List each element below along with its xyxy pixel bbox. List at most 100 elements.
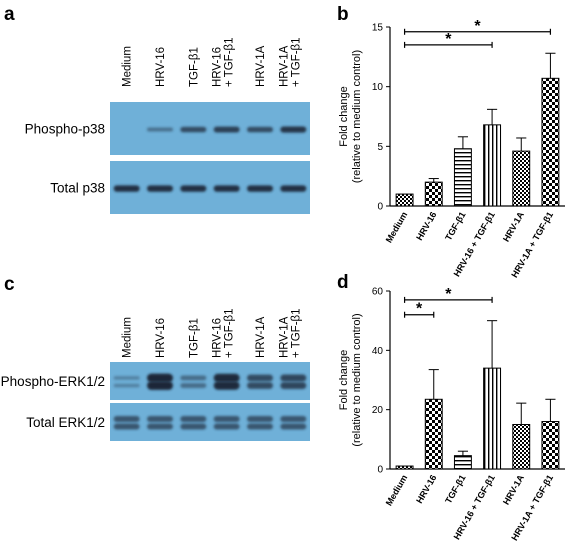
significance-star: * <box>416 301 423 318</box>
bar <box>395 193 414 207</box>
blot-row-label: Phospho-p38 <box>25 122 105 137</box>
panel-label-a: a <box>4 4 15 25</box>
blot-membrane <box>110 362 310 400</box>
significance-star: * <box>474 18 481 35</box>
lane-label-line: + TGF-β1 <box>290 37 302 87</box>
lane-label: HRV-16+ TGF-β1 <box>212 37 236 87</box>
blot-band <box>247 415 273 422</box>
lane-label-line: + TGF-β1 <box>290 308 302 358</box>
panel-label-b: b <box>337 4 349 25</box>
lane-label-line: HRV-16 <box>155 47 167 87</box>
panel-label-c: c <box>4 274 15 295</box>
lane-label-line: Medium <box>122 317 134 358</box>
blot-band <box>180 383 207 388</box>
lane-label: TGF-β1 <box>188 47 200 87</box>
blot-band <box>247 382 273 389</box>
lane-label: HRV-1A <box>255 45 267 87</box>
significance-star: * <box>445 31 452 48</box>
blot-band <box>113 185 140 192</box>
lane-label: HRV-16 <box>155 47 167 87</box>
blot-band <box>213 415 240 422</box>
bar <box>483 367 502 470</box>
lane-label: HRV-16 <box>155 318 167 358</box>
blot-band <box>180 415 207 422</box>
bar <box>424 181 443 207</box>
category-label: TGF-β1 <box>443 473 467 505</box>
blot-band <box>247 185 273 192</box>
blot-band <box>213 423 240 430</box>
blot-band <box>180 423 207 430</box>
western-blot-panel-c: Medium HRV-16 TGF-β1 HRV-16+ TGF-β1 HRV-1A HR… <box>1 308 310 441</box>
blot-band <box>147 127 173 132</box>
blot-row-label: Phospho-ERK1/2 <box>1 374 105 389</box>
blot-band <box>113 383 140 388</box>
blot-band <box>247 374 273 382</box>
lane-label: TGF-β1 <box>188 318 200 358</box>
blot-row-label: Total ERK1/2 <box>26 415 105 430</box>
bar <box>512 424 531 470</box>
blot-band <box>280 423 307 430</box>
lane-label-line: HRV-16 <box>212 47 224 87</box>
blot-band <box>213 373 240 383</box>
blot-band <box>180 185 207 192</box>
lane-label-line: HRV-16 <box>155 318 167 358</box>
y-axis-label: Fold change(relative to medium control) <box>338 313 363 446</box>
bar <box>541 77 560 207</box>
blot-band <box>213 126 240 133</box>
blot-band <box>280 126 307 133</box>
y-tick-label: 10 <box>372 82 384 93</box>
category-label: Medium <box>384 210 410 244</box>
panel-label-d: d <box>337 272 349 293</box>
bar <box>453 148 472 207</box>
category-label: TGF-β1 <box>443 210 467 242</box>
y-axis-label-line: Fold change <box>338 86 350 147</box>
bar <box>453 455 472 470</box>
blot-band <box>147 415 173 422</box>
bar <box>541 421 560 470</box>
blot-band <box>147 373 173 383</box>
lane-label-line: HRV-1A <box>278 45 290 87</box>
y-axis-label-line: (relative to medium control) <box>351 313 363 446</box>
blot-band <box>113 415 140 422</box>
y-axis-label-line: (relative to medium control) <box>351 50 363 183</box>
blot-band <box>280 382 307 390</box>
blot-band <box>147 185 173 192</box>
bar-chart-panel-b: 0 5 10 15 Fold change(relative to medium con… <box>338 18 565 279</box>
y-tick-label: 0 <box>377 202 383 213</box>
y-tick-label: 5 <box>377 142 383 153</box>
blot-band <box>213 185 240 192</box>
category-label: HRV-16 <box>414 210 438 242</box>
blot-band <box>280 185 307 192</box>
y-tick-label: 0 <box>377 465 383 476</box>
blot-band <box>213 381 240 390</box>
bar-chart-panel-d: 0 20 40 60 Fold change(relative to medium co… <box>338 286 565 542</box>
blot-band <box>280 415 307 422</box>
blot-band <box>147 423 173 430</box>
blot-band <box>180 375 207 381</box>
lane-label-line: HRV-1A <box>255 45 267 87</box>
y-tick-label: 40 <box>372 346 384 357</box>
lane-label: Medium <box>122 317 134 358</box>
category-label: Medium <box>384 473 410 507</box>
lane-label: HRV-16+ TGF-β1 <box>212 308 236 358</box>
bar <box>395 465 414 470</box>
y-tick-label: 60 <box>372 287 384 298</box>
blot-band <box>247 126 273 133</box>
category-label: HRV-16 <box>414 473 438 505</box>
blot-band <box>180 126 207 133</box>
lane-label: Medium <box>122 46 134 87</box>
western-blot-panel-a: Medium HRV-16 TGF-β1 HRV-16+ TGF-β1 HRV-1A HR… <box>25 37 310 214</box>
blot-band <box>280 374 307 382</box>
lane-label-line: + TGF-β1 <box>224 37 236 87</box>
y-tick-label: 15 <box>372 23 384 34</box>
lane-label: HRV-1A+ TGF-β1 <box>278 308 302 358</box>
y-axis-label: Fold change(relative to medium control) <box>338 50 363 183</box>
y-axis-label-line: Fold change <box>338 350 350 411</box>
lane-label-line: HRV-1A <box>278 316 290 358</box>
significance-star: * <box>445 286 452 303</box>
bar <box>512 150 531 207</box>
blot-band <box>147 381 173 390</box>
blot-band <box>113 376 140 380</box>
y-tick-label: 20 <box>372 405 384 416</box>
